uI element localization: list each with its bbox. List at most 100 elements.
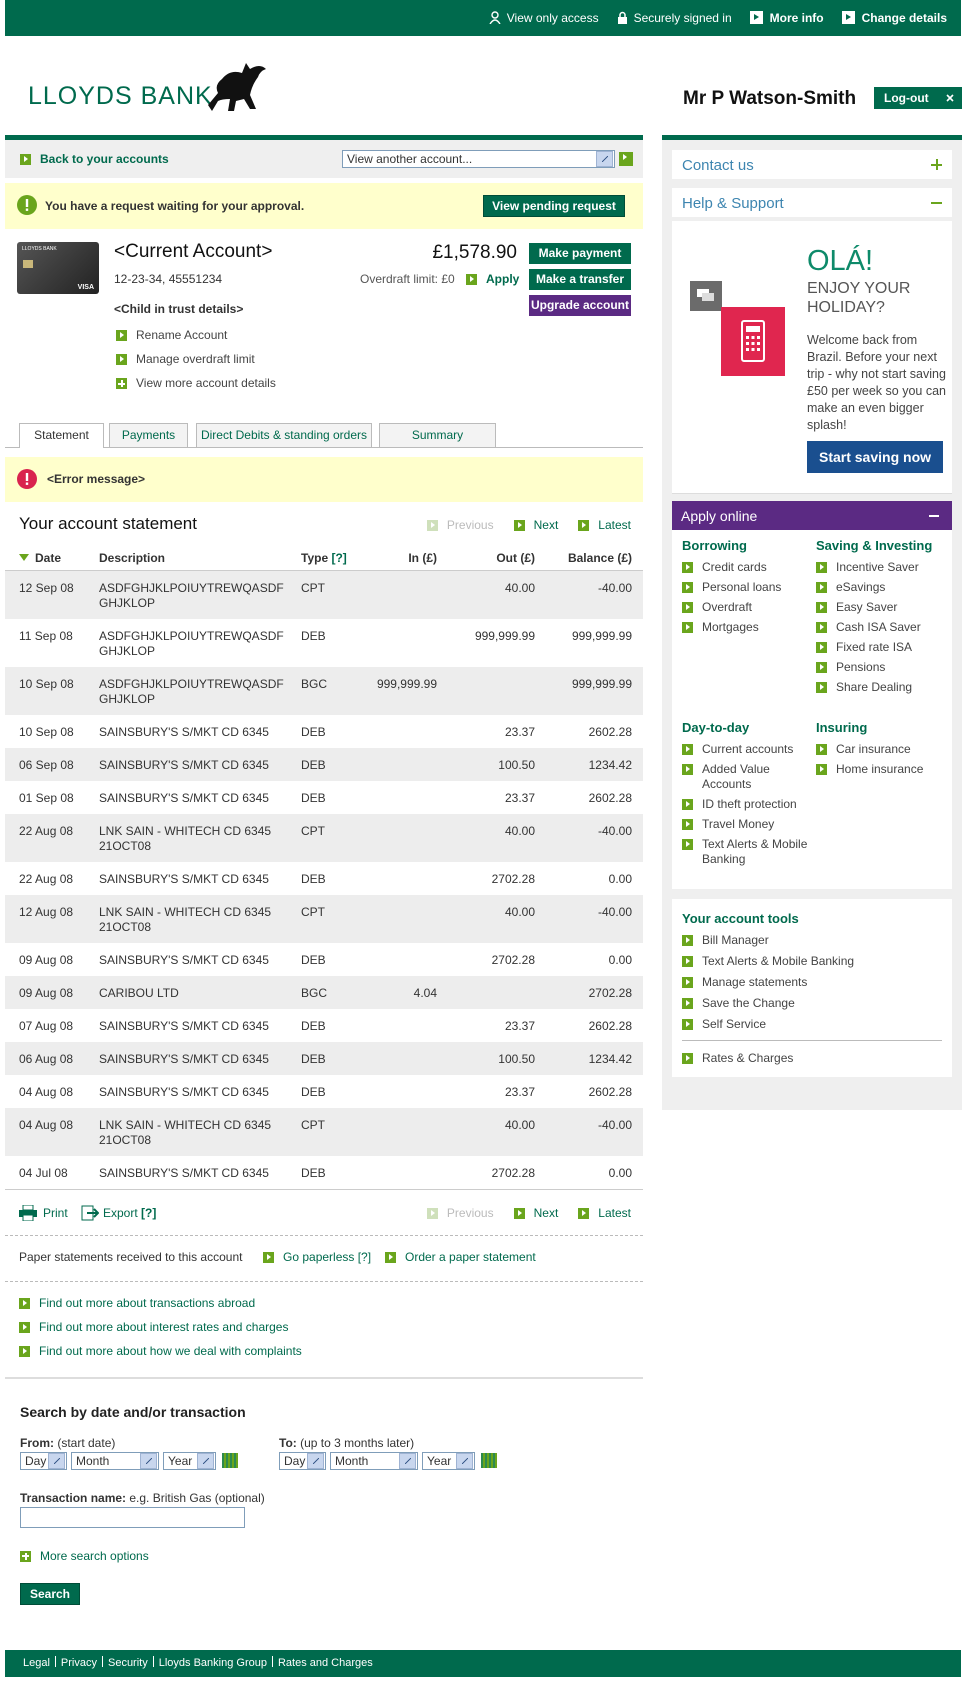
- cell: 23.37: [504, 724, 535, 739]
- link[interactable]: Previous: [426, 1206, 494, 1221]
- link[interactable]: Next: [513, 518, 558, 533]
- account-select[interactable]: View another account...: [342, 150, 615, 168]
- link[interactable]: View more account details: [116, 376, 276, 391]
- transaction-row: 04 Aug 08 LNK SAIN - WHITECH CD 6345 21OC…: [5, 1107, 643, 1156]
- link[interactable]: Self Service: [682, 1017, 942, 1032]
- account-button[interactable]: Make a transfer: [529, 269, 631, 290]
- separator: [54, 1656, 56, 1667]
- go-button[interactable]: [619, 152, 633, 166]
- link[interactable]: Find out more about interest rates and c…: [19, 1320, 643, 1335]
- link[interactable]: Text Alerts & Mobile Banking: [682, 954, 942, 969]
- paperless-help[interactable]: [?]: [357, 1249, 372, 1264]
- export-link[interactable]: Export [?]: [81, 1205, 156, 1221]
- link[interactable]: Next: [513, 1206, 558, 1221]
- tab[interactable]: Statement: [19, 423, 104, 448]
- footer-link[interactable]: Security: [107, 1657, 148, 1669]
- calendar-icon[interactable]: [481, 1453, 497, 1468]
- link[interactable]: Travel Money: [682, 817, 816, 832]
- promo-button[interactable]: Start saving now: [807, 441, 943, 473]
- footer-link[interactable]: Lloyds Banking Group: [158, 1657, 267, 1669]
- footer-link[interactable]: Privacy: [60, 1657, 97, 1669]
- footer-link[interactable]: Rates and Charges: [277, 1657, 373, 1669]
- link[interactable]: Incentive Saver: [816, 560, 950, 575]
- link[interactable]: Added Value Accounts: [682, 762, 816, 792]
- tab[interactable]: Summary: [379, 423, 496, 447]
- icon: [682, 582, 693, 593]
- link-text: Find out more about transactions abroad: [39, 1295, 256, 1310]
- link[interactable]: Personal loans: [682, 580, 816, 595]
- select[interactable]: Year: [422, 1451, 475, 1470]
- link[interactable]: Current accounts: [682, 742, 816, 757]
- link[interactable]: Mortgages: [682, 620, 816, 635]
- link[interactable]: Find out more about how we deal with com…: [19, 1344, 643, 1359]
- tab[interactable]: Payments: [109, 423, 188, 447]
- link[interactable]: Easy Saver: [816, 600, 950, 615]
- select[interactable]: Day: [20, 1451, 67, 1470]
- export-help[interactable]: [?]: [141, 1205, 157, 1220]
- footer-link[interactable]: Legal: [23, 1657, 50, 1669]
- link[interactable]: Latest: [578, 1206, 631, 1221]
- more-search[interactable]: More search options: [20, 1549, 149, 1564]
- link[interactable]: Save the Change: [682, 996, 942, 1011]
- error-box: <Error message>: [5, 457, 643, 502]
- main-column: Back to your accounts View another accou…: [5, 135, 643, 1679]
- link[interactable]: Latest: [578, 518, 631, 533]
- link[interactable]: Credit cards: [682, 560, 816, 575]
- link[interactable]: Find out more about transactions abroad: [19, 1296, 643, 1311]
- pending-button[interactable]: View pending request: [483, 195, 625, 217]
- link[interactable]: Home insurance: [816, 762, 950, 777]
- view-only[interactable]: View only access: [489, 11, 599, 25]
- cell: 2702.28: [491, 871, 535, 886]
- cell: SAINSBURY'S S/MKT CD 6345: [99, 952, 269, 967]
- order-link[interactable]: Order a paper statement: [385, 1250, 536, 1265]
- icon: [116, 330, 127, 341]
- select[interactable]: Year: [163, 1451, 216, 1470]
- logout-button[interactable]: Log-out: [874, 87, 962, 109]
- link[interactable]: Share Dealing: [816, 680, 950, 695]
- link[interactable]: Previous: [426, 518, 494, 533]
- contact-box[interactable]: Contact us: [672, 150, 952, 179]
- apply-link[interactable]: Apply: [466, 272, 519, 287]
- link[interactable]: Pensions: [816, 660, 950, 675]
- account-button[interactable]: Upgrade account: [529, 295, 631, 316]
- link[interactable]: Manage overdraft limit: [116, 352, 276, 367]
- link[interactable]: Car insurance: [816, 742, 950, 757]
- link[interactable]: Rates & Charges: [682, 1051, 942, 1066]
- link[interactable]: Bill Manager: [682, 933, 942, 948]
- help-box[interactable]: Help & Support: [672, 188, 952, 217]
- link[interactable]: Text Alerts & Mobile Banking: [682, 837, 816, 867]
- select[interactable]: Day: [279, 1451, 326, 1470]
- more-info[interactable]: More info: [749, 11, 824, 25]
- logo[interactable]: LLOYDS BANK: [28, 82, 213, 110]
- view-only-text: View only access: [506, 11, 599, 25]
- link[interactable]: eSavings: [816, 580, 950, 595]
- select[interactable]: Month: [330, 1451, 418, 1470]
- cell: 999,999.99: [535, 666, 632, 715]
- link[interactable]: Rename Account: [116, 328, 276, 343]
- paperless-link[interactable]: Go paperless [?]: [263, 1250, 371, 1265]
- apply-header[interactable]: Apply online: [672, 501, 952, 530]
- cell: CARIBOU LTD: [99, 975, 301, 1009]
- card-bank: LLOYDS BANK: [22, 246, 57, 252]
- search-button[interactable]: Search: [20, 1582, 80, 1605]
- column-title: Balance (£): [567, 550, 632, 565]
- icon: [816, 562, 827, 573]
- change-details[interactable]: Change details: [841, 11, 947, 25]
- print-link[interactable]: Print: [19, 1204, 68, 1221]
- name-input[interactable]: [20, 1506, 245, 1528]
- link[interactable]: Manage statements: [682, 975, 942, 990]
- link[interactable]: Cash ISA Saver: [816, 620, 950, 635]
- select[interactable]: Month: [71, 1451, 159, 1470]
- back-link[interactable]: Back to your accounts: [20, 152, 169, 167]
- link[interactable]: Fixed rate ISA: [816, 640, 950, 655]
- card-chip: [23, 260, 33, 268]
- from-title: From:: [20, 1435, 54, 1450]
- link[interactable]: ID theft protection: [682, 797, 816, 812]
- account-button[interactable]: Make payment: [529, 243, 631, 264]
- calendar-icon[interactable]: [222, 1453, 238, 1468]
- link[interactable]: Overdraft: [682, 600, 816, 615]
- tab[interactable]: Direct Debits & standing orders: [196, 423, 372, 447]
- column-header[interactable]: Date: [5, 546, 99, 571]
- spacer: [632, 1009, 643, 1042]
- type-help[interactable]: [?]: [331, 550, 347, 565]
